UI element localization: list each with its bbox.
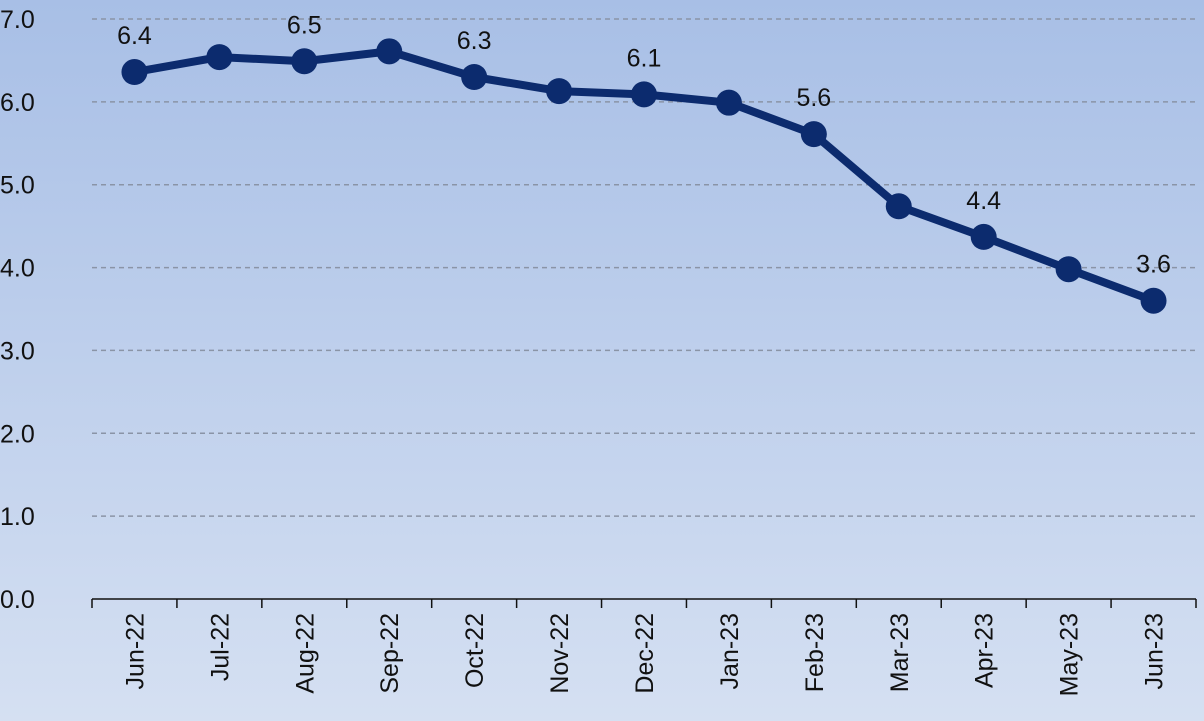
data-point: [800, 121, 827, 148]
data-point: [121, 59, 148, 86]
x-tick-label: Sep-22: [376, 613, 404, 694]
data-point: [461, 64, 488, 90]
x-tick-label: Jun-23: [1141, 613, 1169, 689]
data-label: 6.4: [117, 22, 152, 50]
x-tick-label: Feb-23: [801, 613, 829, 692]
y-tick-label: 1.0: [0, 503, 35, 531]
data-point: [546, 78, 573, 105]
data-label: 6.5: [287, 11, 322, 39]
data-point: [291, 48, 318, 75]
x-tick-label: Aug-22: [291, 613, 319, 694]
data-point: [376, 38, 403, 65]
x-tick-label: Nov-22: [546, 613, 574, 694]
x-tick-label: Oct-22: [461, 613, 489, 688]
data-point: [1140, 287, 1167, 314]
data-point: [206, 44, 233, 71]
x-tick-label: Jul-22: [206, 613, 234, 681]
data-label: 4.4: [966, 187, 1001, 215]
x-tick-label: Dec-22: [631, 613, 659, 694]
data-point: [970, 223, 997, 250]
x-tick-label: Mar-23: [886, 613, 914, 692]
x-tick-label: Jun-22: [121, 613, 149, 689]
x-tick-label: Jan-23: [716, 613, 744, 689]
y-tick-label: 3.0: [0, 337, 35, 365]
data-label: 6.3: [457, 27, 492, 55]
y-tick-label: 0.0: [0, 586, 35, 614]
data-point: [631, 81, 657, 108]
y-tick-label: 6.0: [0, 89, 35, 117]
x-tick-label: Apr-23: [971, 613, 999, 688]
y-tick-label: 5.0: [0, 172, 35, 200]
data-label: 5.6: [796, 84, 831, 112]
data-label: 3.6: [1136, 251, 1171, 279]
y-tick-label: 7.0: [0, 6, 35, 34]
y-tick-label: 4.0: [0, 255, 35, 283]
data-point: [885, 193, 912, 220]
data-point: [1055, 256, 1082, 283]
data-point: [715, 89, 742, 116]
x-tick-label: May-23: [1056, 613, 1084, 696]
y-tick-label: 2.0: [0, 420, 35, 448]
data-label: 6.1: [627, 44, 662, 72]
